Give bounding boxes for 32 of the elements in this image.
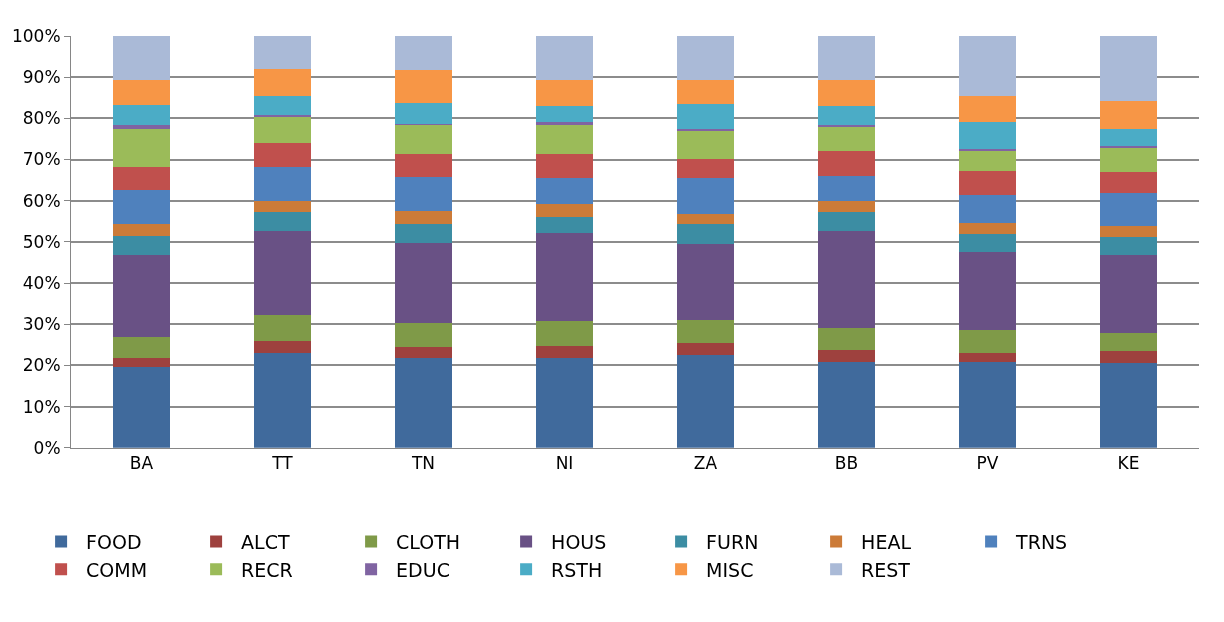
y-tick-label: 100% xyxy=(11,25,61,46)
x-tick-label: ZA xyxy=(693,453,718,474)
legend-label: FOOD xyxy=(86,530,142,553)
legend-label: EDUC xyxy=(396,558,450,581)
legend-label: CLOTH xyxy=(396,530,461,553)
legend-label: REST xyxy=(861,558,911,581)
x-tick-label: TT xyxy=(271,453,294,474)
x-tick-label: TN xyxy=(410,453,436,474)
y-tick-label: 90% xyxy=(22,67,61,88)
y-tick-label: 50% xyxy=(22,231,61,252)
y-tick-label: 40% xyxy=(22,272,61,293)
y-tick-label: 80% xyxy=(22,108,61,129)
y-tick-label: 0% xyxy=(33,437,61,458)
legend-label: FURN xyxy=(706,530,759,553)
y-tick-label: 30% xyxy=(22,314,61,335)
y-tick-label: 20% xyxy=(22,355,61,376)
x-tick-label: PV xyxy=(976,453,999,474)
y-tick-label: 70% xyxy=(22,149,61,170)
x-tick-label: NI xyxy=(555,453,574,474)
legend-label: HOUS xyxy=(551,530,607,553)
legend-label: COMM xyxy=(86,558,148,581)
y-tick-label: 60% xyxy=(22,190,61,211)
legend-label: MISC xyxy=(706,558,754,581)
legend-label: RSTH xyxy=(551,558,603,581)
x-tick-label: KE xyxy=(1117,453,1140,474)
legend-label: ALCT xyxy=(241,530,290,553)
y-tick-label: 10% xyxy=(22,396,61,417)
legend-label: TRNS xyxy=(1015,530,1068,553)
x-tick-label: BB xyxy=(834,453,859,474)
legend-label: RECR xyxy=(241,558,293,581)
x-tick-label: BA xyxy=(129,453,154,474)
legend-label: HEAL xyxy=(861,530,912,553)
